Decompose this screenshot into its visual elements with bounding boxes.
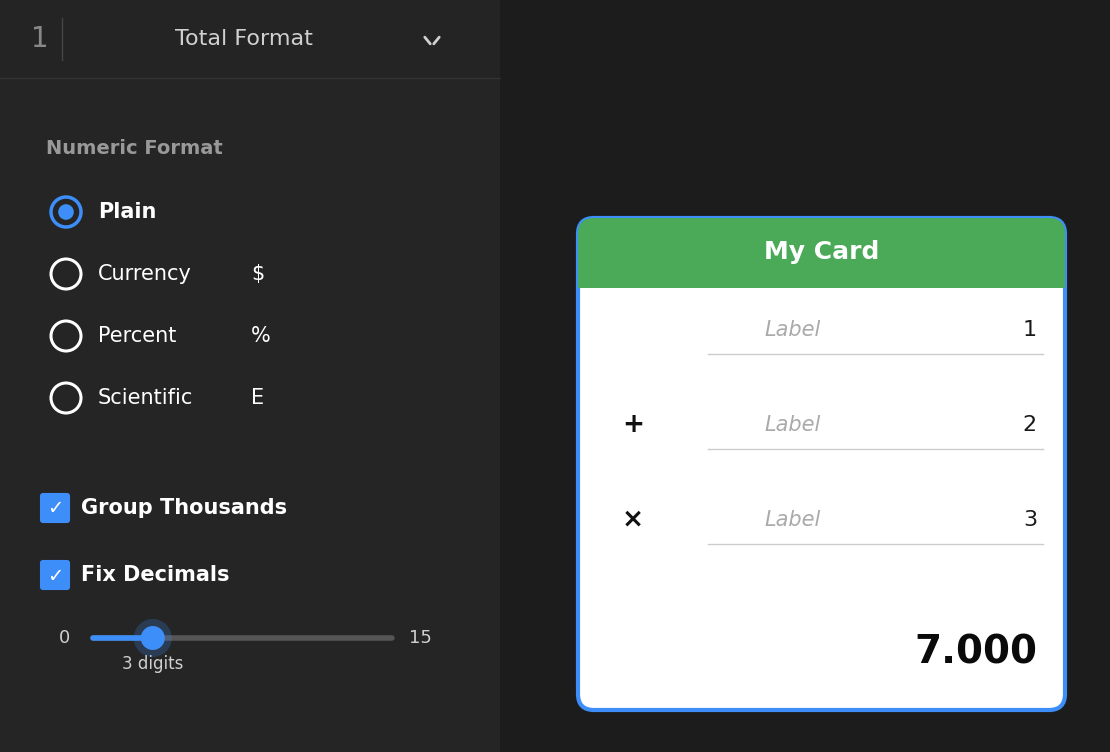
Text: Numeric Format: Numeric Format — [46, 138, 223, 157]
Text: ✓: ✓ — [47, 499, 63, 518]
Text: Label: Label — [765, 510, 821, 530]
Text: ×: × — [622, 507, 644, 533]
Text: Percent: Percent — [98, 326, 176, 346]
Circle shape — [141, 626, 164, 650]
Text: E: E — [251, 388, 264, 408]
Text: +: + — [622, 412, 644, 438]
Text: 15: 15 — [408, 629, 432, 647]
Text: 7.000: 7.000 — [914, 633, 1037, 671]
Text: Plain: Plain — [98, 202, 157, 222]
Text: 2: 2 — [1023, 415, 1037, 435]
Text: 1: 1 — [31, 25, 49, 53]
Circle shape — [134, 619, 172, 657]
Bar — [0, 78, 500, 752]
Text: $: $ — [251, 264, 264, 284]
Circle shape — [58, 205, 73, 220]
Bar — [578, 252, 1064, 288]
Text: 3: 3 — [1023, 510, 1037, 530]
Text: 1: 1 — [1023, 320, 1037, 340]
Text: ✓: ✓ — [47, 566, 63, 586]
Bar — [0, 0, 500, 78]
Text: My Card: My Card — [764, 240, 879, 264]
FancyBboxPatch shape — [41, 561, 69, 589]
Text: 0: 0 — [59, 629, 71, 647]
Text: Fix Decimals: Fix Decimals — [81, 565, 230, 585]
Text: 3 digits: 3 digits — [122, 655, 183, 673]
Text: %: % — [251, 326, 271, 346]
Text: Currency: Currency — [98, 264, 192, 284]
Text: Total Format: Total Format — [175, 29, 313, 49]
Text: Group Thousands: Group Thousands — [81, 498, 287, 518]
FancyBboxPatch shape — [578, 218, 1064, 286]
FancyBboxPatch shape — [578, 218, 1064, 710]
Text: Scientific: Scientific — [98, 388, 193, 408]
Text: Label: Label — [765, 415, 821, 435]
FancyBboxPatch shape — [41, 494, 69, 522]
Text: Label: Label — [765, 320, 821, 340]
